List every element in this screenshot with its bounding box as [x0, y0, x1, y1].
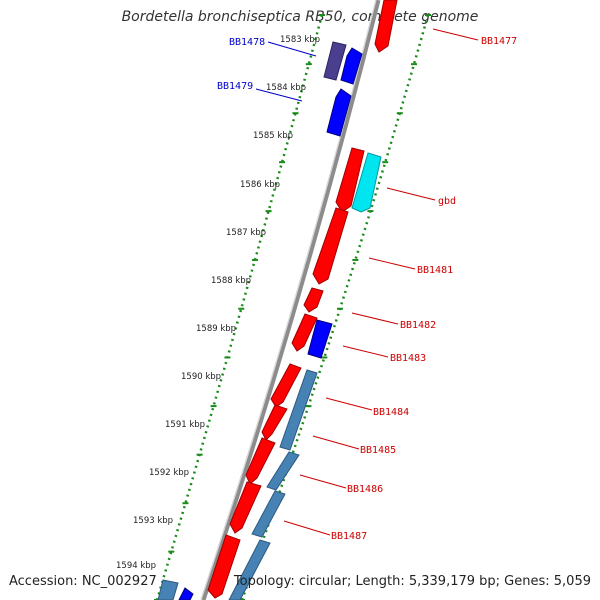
- gene-arrow-bb1482b: [291, 313, 318, 352]
- kbp-label-1587: 1587 kbp: [226, 228, 266, 238]
- gene-label-bb1485[interactable]: BB1485: [360, 445, 396, 456]
- gene-arrow-bb1478-a: [323, 41, 347, 81]
- leader-bb1485: [312, 435, 360, 450]
- leader-bb1484: [325, 397, 373, 411]
- kbp-label-1593: 1593 kbp: [133, 516, 173, 526]
- gene-arrow-bb1480a: [335, 147, 365, 213]
- rna-block-2: [266, 451, 300, 491]
- rna-genes: [228, 369, 318, 600]
- gene-arrow-bb1484: [270, 363, 302, 408]
- kbp-label-1592: 1592 kbp: [149, 468, 189, 478]
- forward-strand-genes: [157, 41, 363, 600]
- leader-bb1483: [342, 345, 389, 358]
- leader-bb1477: [432, 28, 479, 41]
- gene-label-bb1477[interactable]: BB1477: [481, 36, 517, 47]
- inner-dotted-track: [155, 14, 324, 600]
- reverse-strand-genes: [207, 0, 398, 599]
- kbp-label-1590: 1590 kbp: [181, 372, 221, 382]
- gene-label-bb1478[interactable]: BB1478: [229, 37, 265, 48]
- gene-arrow-bb1481: [312, 207, 349, 285]
- gene-arrow-rna-bottom: [157, 579, 179, 600]
- gene-label-bb1487[interactable]: BB1487: [331, 531, 367, 542]
- gene-arrow-bb1478-b: [340, 47, 363, 85]
- gene-arrow-gbd: [351, 152, 382, 213]
- kbp-label-1591: 1591 kbp: [165, 420, 205, 430]
- gene-label-bb1482[interactable]: BB1482: [400, 320, 436, 331]
- gene-arrow-bb1487a: [229, 481, 262, 534]
- genome-stats-text: Topology: circular; Length: 5,339,179 bp…: [233, 574, 591, 589]
- gene-arrow-bb1477: [374, 0, 398, 53]
- gene-label-bb1484[interactable]: BB1484: [373, 407, 409, 418]
- leader-bb1478: [267, 41, 317, 57]
- gene-label-gbd[interactable]: gbd: [438, 196, 456, 207]
- kbp-label-1585: 1585 kbp: [253, 131, 293, 141]
- kbp-label-1588: 1588 kbp: [211, 276, 251, 286]
- leader-lines: [255, 28, 479, 536]
- gene-arrow-bb1486: [245, 437, 276, 485]
- accession-text: Accession: NC_002927: [9, 574, 157, 589]
- gene-arrow-bb1483: [307, 319, 333, 359]
- leader-bb1487: [283, 520, 331, 536]
- gene-arrow-bb1482a: [303, 287, 324, 313]
- genome-backbone: [200, 0, 381, 600]
- gene-labels: BB1478 BB1479 BB1477 gbd BB1481 BB1482 B…: [217, 36, 517, 542]
- gene-label-bb1483[interactable]: BB1483: [390, 353, 426, 364]
- leader-bb1481: [368, 257, 416, 270]
- rna-block-1: [279, 369, 318, 451]
- gene-arrow-bb1479: [326, 88, 352, 137]
- leader-bb1486: [299, 474, 347, 489]
- kbp-label-1583: 1583 kbp: [280, 35, 320, 45]
- genome-backbone-highlight: [200, 0, 377, 600]
- kbp-label-1584: 1584 kbp: [266, 83, 306, 93]
- gene-label-bb1486[interactable]: BB1486: [347, 484, 383, 495]
- leader-bb1479: [255, 88, 303, 102]
- gene-arrow-bb1487b: [207, 534, 241, 599]
- rna-block-3: [251, 490, 286, 538]
- gene-label-bb1481[interactable]: BB1481: [417, 265, 453, 276]
- kbp-label-1586: 1586 kbp: [240, 180, 280, 190]
- leader-bb1482: [351, 312, 399, 325]
- kbp-label-1589: 1589 kbp: [196, 324, 236, 334]
- rna-block-4: [228, 539, 271, 600]
- gene-label-bb1479[interactable]: BB1479: [217, 81, 253, 92]
- gene-arrow-bottom-blue: [178, 587, 194, 600]
- gene-arrow-bb1485: [261, 404, 288, 441]
- kbp-labels: 1583 kbp 1584 kbp 1585 kbp 1586 kbp 1587…: [116, 35, 320, 571]
- leader-gbd: [386, 187, 436, 201]
- kbp-label-1594: 1594 kbp: [116, 561, 156, 571]
